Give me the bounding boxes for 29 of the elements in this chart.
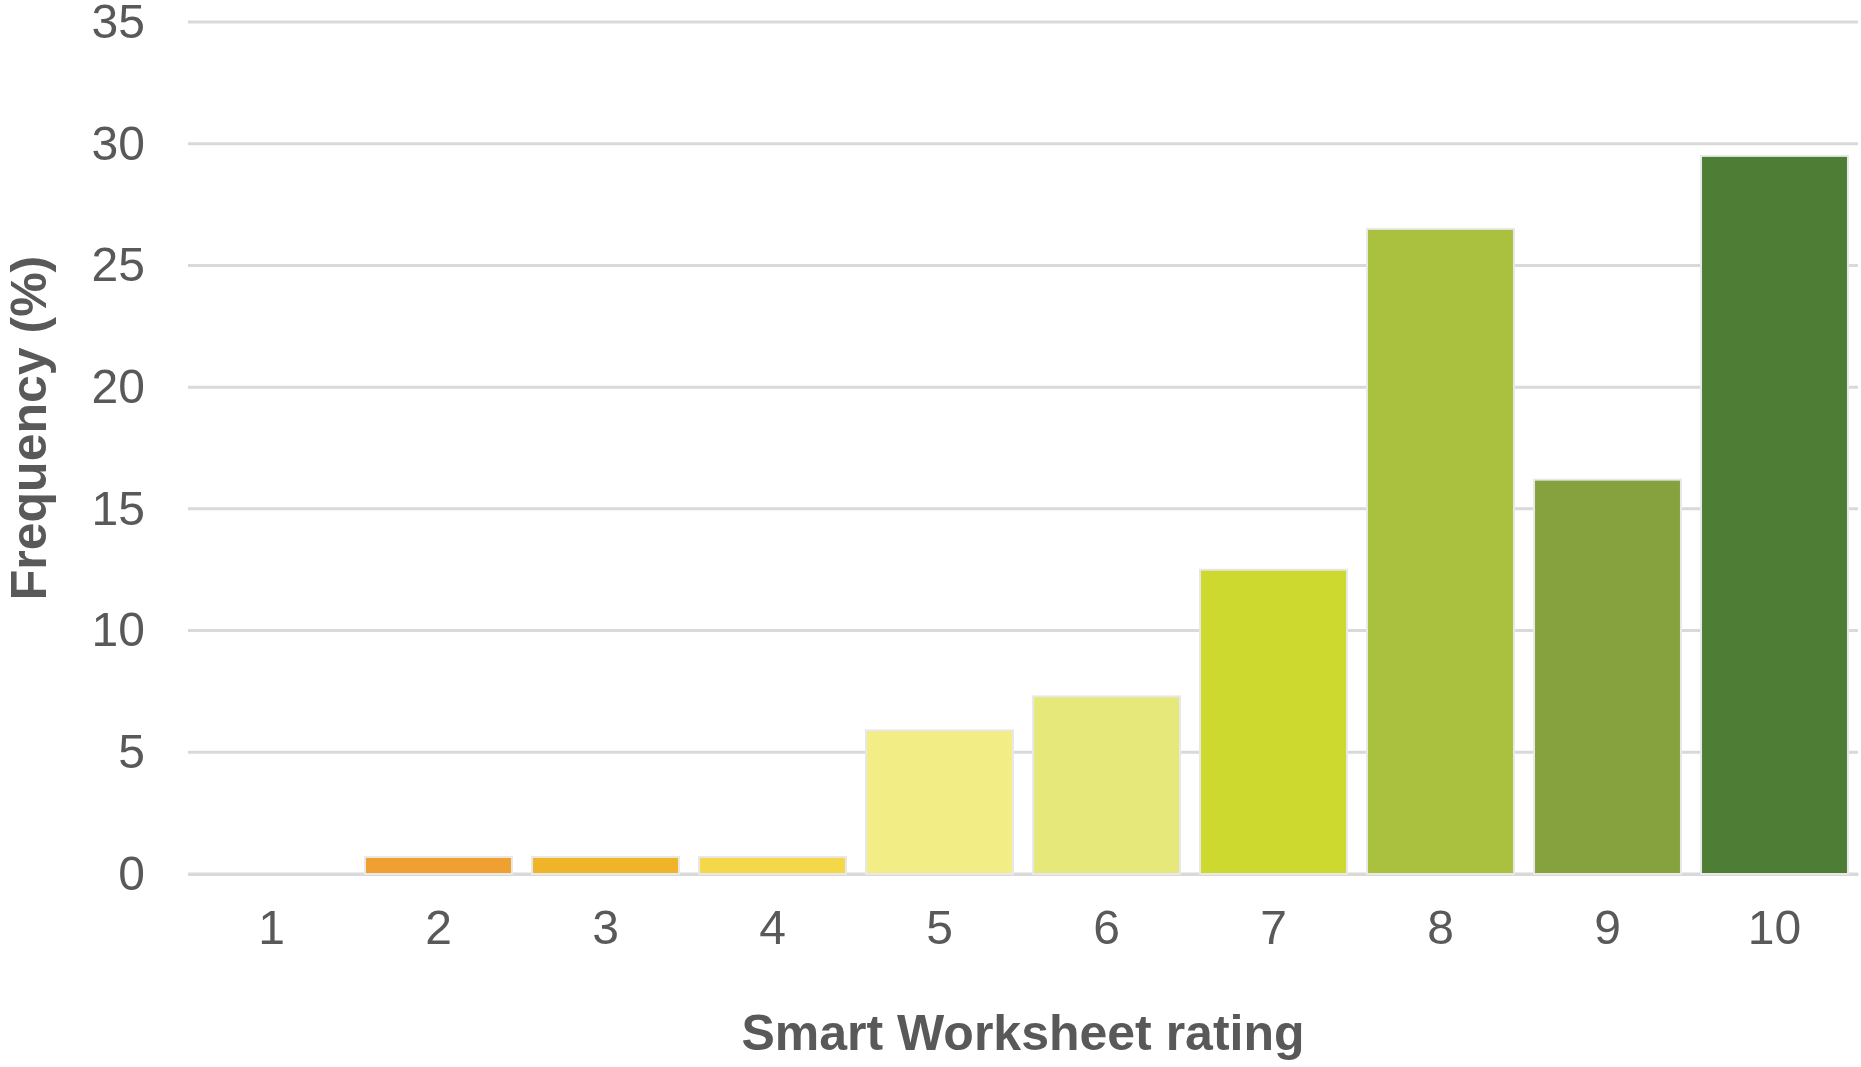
x-tick-label: 2 [425, 901, 452, 955]
bar [531, 855, 680, 875]
x-axis-title: Smart Worksheet rating [741, 1005, 1305, 1061]
x-tick-label: 7 [1260, 901, 1287, 955]
bar [698, 855, 847, 875]
y-tick-label: 10 [91, 603, 145, 657]
x-tick-label: 10 [1747, 901, 1802, 955]
y-tick-label: 5 [118, 725, 145, 779]
x-tick-label: 1 [258, 901, 285, 955]
x-tick-label: 8 [1427, 901, 1454, 955]
bar [364, 855, 513, 875]
bar [1199, 568, 1348, 875]
bar [1533, 478, 1682, 875]
bar [1032, 695, 1181, 875]
y-tick-label: 15 [91, 481, 145, 535]
bar [1366, 227, 1515, 875]
y-tick-label: 25 [91, 238, 145, 292]
x-tick-label: 4 [759, 901, 786, 955]
y-tick-label: 30 [91, 116, 145, 170]
bar [865, 729, 1014, 875]
y-axis-title: Frequency (%) [1, 255, 57, 601]
x-tick-label: 5 [926, 901, 953, 955]
x-tick-label: 3 [592, 901, 619, 955]
y-tick-label: 20 [91, 360, 145, 413]
x-tick-label: 6 [1093, 901, 1120, 955]
x-tick-label: 9 [1594, 901, 1621, 955]
y-tick-label: 35 [91, 0, 145, 48]
bar [1700, 154, 1849, 875]
y-tick-label: 0 [118, 846, 145, 900]
